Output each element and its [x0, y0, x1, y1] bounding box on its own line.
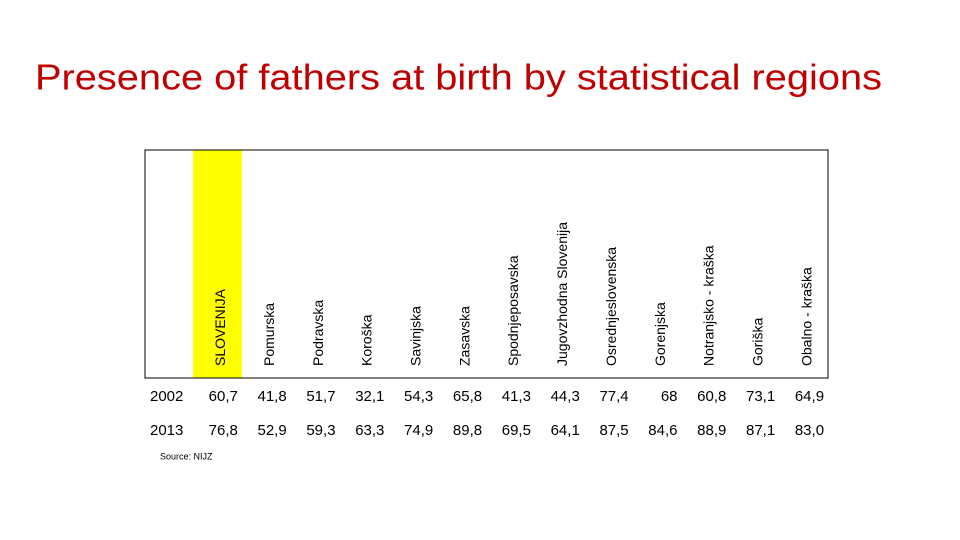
cell-value: 59,3 [306, 422, 335, 439]
column-header: Goriška [749, 318, 765, 366]
cell-value: 54,3 [404, 388, 433, 405]
cell-value: 41,3 [502, 388, 531, 405]
column-header: Podravska [310, 300, 326, 366]
column-header: Gorenjska [652, 302, 668, 366]
cell-value: 64,9 [795, 388, 824, 405]
column-header: Zasavska [456, 306, 472, 366]
cell-value: 60,8 [697, 388, 726, 405]
column-header: Notranjsko - kraška [701, 245, 717, 366]
cell-value: 41,8 [257, 388, 286, 405]
row-year: 2002 [150, 388, 183, 405]
cell-value: 77,4 [599, 388, 628, 405]
title: Presence of fathers at birth by statisti… [35, 57, 882, 98]
cell-value: 32,1 [355, 388, 384, 405]
cell-value: 68 [661, 388, 678, 405]
cell-value: 87,1 [746, 422, 775, 439]
header-box [144, 149, 829, 379]
column-header: SLOVENIJA [212, 288, 228, 366]
cell-value: 88,9 [697, 422, 726, 439]
cell-value: 74,9 [404, 422, 433, 439]
cell-value: 76,8 [209, 422, 238, 439]
cell-value: 84,6 [648, 422, 677, 439]
highlight [193, 150, 242, 378]
row-year: 2013 [150, 422, 183, 439]
cell-value: 64,1 [551, 422, 580, 439]
source: Source: NIJZ [160, 451, 213, 461]
cell-value: 52,9 [257, 422, 286, 439]
column-header: Spodnjeposavska [505, 255, 521, 366]
cell-value: 51,7 [306, 388, 335, 405]
cell-value: 73,1 [746, 388, 775, 405]
column-header: Savinjska [408, 306, 424, 366]
cell-value: 89,8 [453, 422, 482, 439]
cell-value: 65,8 [453, 388, 482, 405]
cell-value: 87,5 [599, 422, 628, 439]
cell-value: 83,0 [795, 422, 824, 439]
column-header: Osrednjeslovenska [603, 247, 619, 366]
column-header: Koroška [359, 314, 375, 366]
cell-value: 63,3 [355, 422, 384, 439]
column-header: Pomurska [261, 303, 277, 366]
cell-value: 69,5 [502, 422, 531, 439]
column-header: Obalno - kraška [798, 267, 814, 366]
column-header: Jugovzhodna Slovenija [554, 222, 570, 366]
cell-value: 44,3 [551, 388, 580, 405]
cell-value: 60,7 [209, 388, 238, 405]
